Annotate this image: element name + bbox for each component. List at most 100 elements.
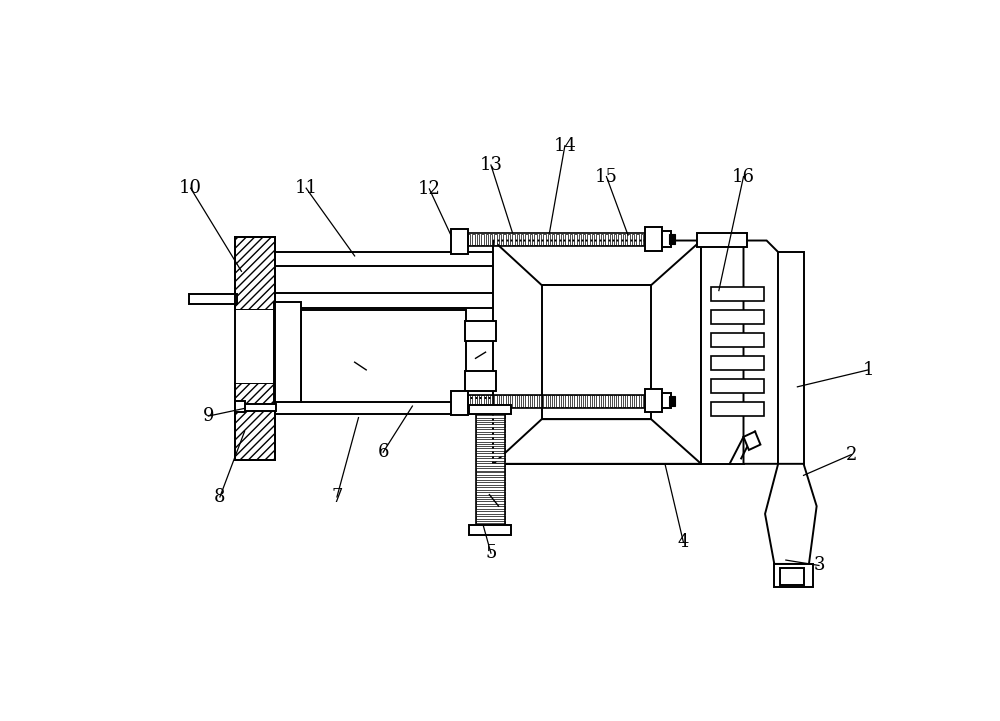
Bar — [476, 415, 505, 417]
Bar — [476, 458, 505, 461]
Bar — [632, 395, 634, 407]
Bar — [552, 234, 554, 245]
Bar — [476, 434, 505, 437]
Bar — [596, 395, 599, 407]
Bar — [476, 420, 505, 423]
Bar — [189, 294, 237, 304]
Bar — [534, 395, 537, 407]
Text: 5: 5 — [485, 544, 497, 562]
Bar — [601, 234, 603, 245]
Bar — [476, 425, 505, 428]
Bar — [645, 389, 662, 412]
Bar — [235, 383, 275, 460]
Bar — [235, 402, 245, 412]
Bar — [565, 395, 568, 407]
Bar — [641, 234, 643, 245]
Bar — [632, 234, 634, 245]
Bar — [476, 482, 505, 485]
Bar — [468, 394, 645, 407]
Bar — [548, 234, 550, 245]
Bar — [662, 231, 671, 247]
Bar — [490, 395, 492, 407]
Text: 6: 6 — [377, 443, 389, 461]
Bar — [301, 310, 466, 402]
Bar — [274, 399, 505, 414]
Bar — [493, 241, 701, 464]
Bar — [543, 234, 546, 245]
Bar — [711, 356, 764, 370]
Polygon shape — [493, 241, 701, 286]
Bar — [614, 395, 616, 407]
Bar — [241, 404, 276, 411]
Bar — [476, 463, 505, 466]
Bar — [592, 395, 594, 407]
Bar — [476, 477, 505, 480]
Bar — [561, 234, 563, 245]
Polygon shape — [701, 241, 744, 464]
Bar — [476, 497, 505, 500]
Bar — [592, 234, 594, 245]
Bar — [486, 234, 488, 245]
Bar — [476, 448, 505, 451]
Bar — [476, 454, 505, 456]
Text: 4: 4 — [678, 534, 689, 552]
Bar — [623, 395, 625, 407]
Bar — [476, 487, 505, 490]
Polygon shape — [765, 464, 817, 564]
Bar — [469, 404, 511, 414]
Bar — [274, 293, 505, 309]
Bar — [570, 395, 572, 407]
Bar — [579, 234, 581, 245]
Bar — [669, 234, 675, 244]
Bar — [627, 234, 630, 245]
Bar — [780, 567, 804, 585]
Bar — [556, 234, 559, 245]
Text: 7: 7 — [331, 488, 343, 506]
Bar — [534, 234, 537, 245]
Bar — [711, 287, 764, 301]
Bar — [574, 395, 577, 407]
Bar — [645, 227, 662, 250]
Text: 8: 8 — [214, 488, 226, 506]
Bar — [490, 234, 492, 245]
Bar — [494, 234, 497, 245]
Bar — [539, 395, 541, 407]
Polygon shape — [744, 431, 760, 450]
Bar — [468, 395, 470, 407]
Text: 2: 2 — [846, 446, 857, 464]
Bar — [476, 410, 505, 526]
Bar — [618, 234, 621, 245]
Bar — [468, 233, 645, 246]
Bar — [472, 234, 475, 245]
Bar — [614, 234, 616, 245]
Bar — [610, 234, 612, 245]
Bar — [476, 506, 505, 509]
Bar — [476, 521, 505, 523]
Bar — [565, 234, 568, 245]
Bar — [476, 501, 505, 504]
Bar — [587, 395, 590, 407]
Bar — [579, 395, 581, 407]
Bar — [542, 286, 651, 419]
Bar — [530, 234, 532, 245]
Bar — [508, 395, 510, 407]
Bar — [468, 234, 470, 245]
Bar — [235, 236, 275, 310]
Text: 9: 9 — [203, 407, 214, 425]
Bar — [481, 234, 484, 245]
Bar — [476, 410, 505, 413]
Bar — [512, 395, 515, 407]
Bar — [486, 395, 488, 407]
Bar — [610, 395, 612, 407]
Bar — [503, 395, 506, 407]
Bar — [274, 302, 301, 402]
Bar — [512, 234, 515, 245]
Text: 10: 10 — [179, 179, 202, 197]
Bar — [472, 395, 475, 407]
Bar — [539, 234, 541, 245]
Bar — [587, 234, 590, 245]
Bar — [481, 395, 484, 407]
Bar — [476, 472, 505, 475]
Text: 14: 14 — [553, 137, 576, 155]
Bar — [525, 395, 528, 407]
